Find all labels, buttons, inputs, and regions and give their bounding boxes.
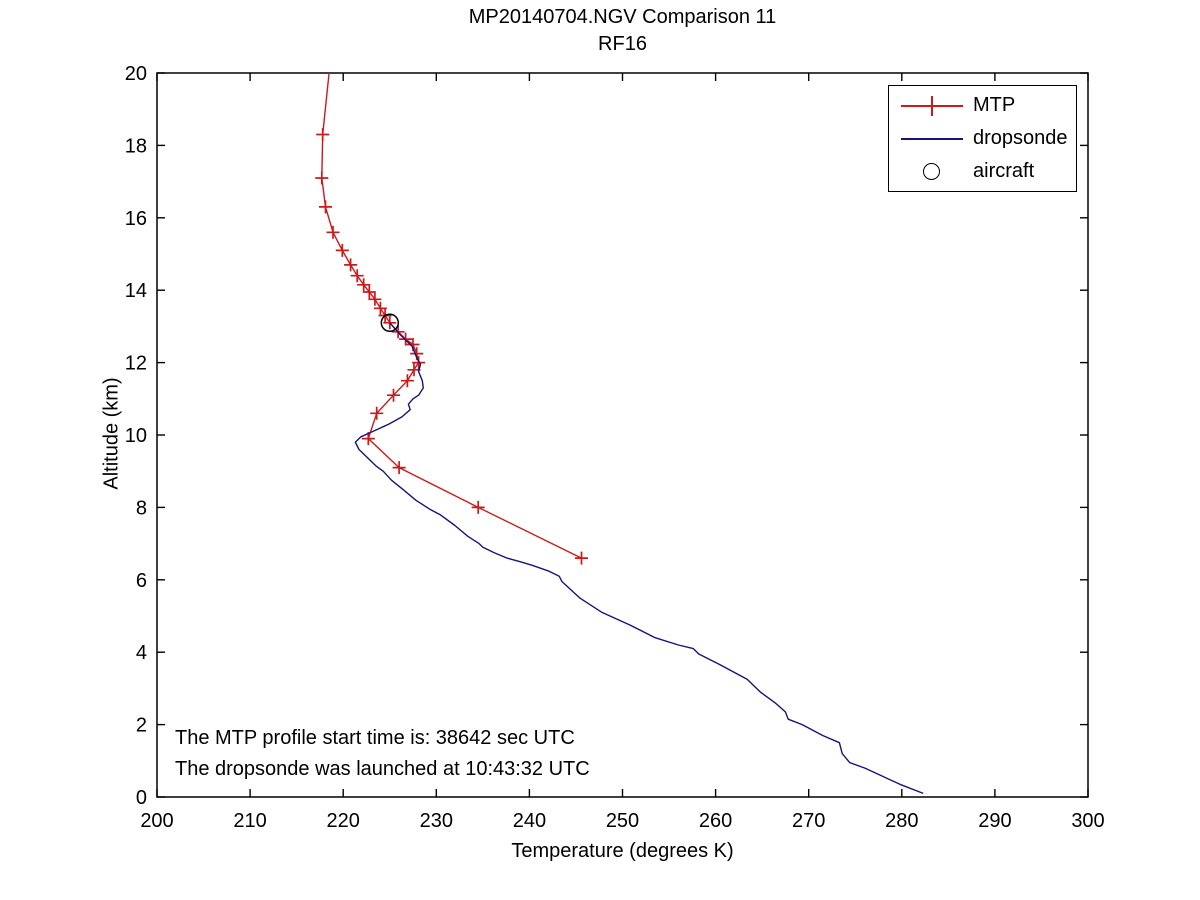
plus-marker: [370, 406, 384, 420]
x-tick-label: 300: [1071, 810, 1104, 832]
y-tick-label: 0: [136, 787, 147, 809]
legend-item-dropsonde: dropsonde: [889, 122, 1076, 155]
line-sample-icon: [901, 126, 963, 152]
y-tick-label: 6: [136, 570, 147, 592]
x-tick-label: 200: [140, 810, 173, 832]
y-tick-label: 18: [125, 135, 147, 157]
plus-marker: [350, 269, 364, 283]
plus-marker: [575, 551, 588, 565]
legend-item-mtp: MTP: [889, 89, 1076, 122]
plus-marker: [387, 388, 400, 402]
aircraft-marker: [380, 313, 400, 333]
legend-label-aircraft: aircraft: [973, 160, 1035, 182]
legend: MTP dropsonde aircraft: [888, 85, 1077, 192]
plus-marker: [368, 292, 382, 306]
plus-marker: [316, 128, 330, 141]
plus-marker: [361, 432, 375, 446]
plus-marker: [373, 301, 387, 315]
annotation-dropsonde-launch: The dropsonde was launched at 10:43:32 U…: [175, 758, 590, 780]
x-tick-label: 230: [420, 810, 453, 832]
x-tick-label: 280: [885, 810, 918, 832]
legend-item-aircraft: aircraft: [889, 155, 1076, 188]
x-axis-label: Temperature (degrees K): [511, 840, 734, 862]
y-tick-label: 4: [136, 642, 147, 664]
plus-marker: [335, 243, 349, 257]
dropsonde-line: [354, 322, 924, 795]
plus-marker: [400, 374, 414, 388]
legend-label-mtp: MTP: [973, 94, 1016, 116]
x-tick-label: 260: [699, 810, 732, 832]
y-tick-label: 8: [136, 497, 147, 519]
x-tick-label: 210: [233, 810, 266, 832]
plus-marker: [362, 285, 376, 299]
y-tick-label: 2: [136, 715, 147, 737]
y-tick-label: 14: [125, 280, 147, 302]
x-tick-label: 250: [606, 810, 639, 832]
plus-marker: [326, 225, 340, 239]
MTP-line: [321, 73, 582, 559]
x-tick-label: 270: [792, 810, 825, 832]
plus-marker: [357, 278, 371, 292]
plus-marker: [315, 171, 329, 185]
chart-subtitle: RF16: [598, 33, 647, 55]
y-tick-label: 10: [125, 425, 147, 447]
y-tick-label: 12: [125, 353, 147, 375]
y-tick-label: 20: [125, 63, 147, 85]
x-tick-label: 220: [327, 810, 360, 832]
plus-marker: [344, 258, 358, 272]
x-tick-label: 290: [978, 810, 1011, 832]
annotation-mtp-start-time: The MTP profile start time is: 38642 sec…: [175, 727, 575, 749]
plus-marker: [407, 363, 421, 377]
plus-marker: [471, 500, 485, 514]
open-circle-icon: [901, 159, 963, 185]
y-tick-label: 16: [125, 208, 147, 230]
plus-marker-icon: [901, 93, 963, 119]
plus-marker: [319, 200, 332, 214]
chart-title: MP20140704.NGV Comparison 11: [468, 6, 777, 28]
y-axis-label: Altitude (km): [100, 377, 123, 490]
x-tick-label: 240: [513, 810, 546, 832]
plus-marker: [412, 356, 426, 370]
legend-label-dropsonde: dropsonde: [973, 127, 1068, 149]
plus-marker: [392, 461, 406, 475]
